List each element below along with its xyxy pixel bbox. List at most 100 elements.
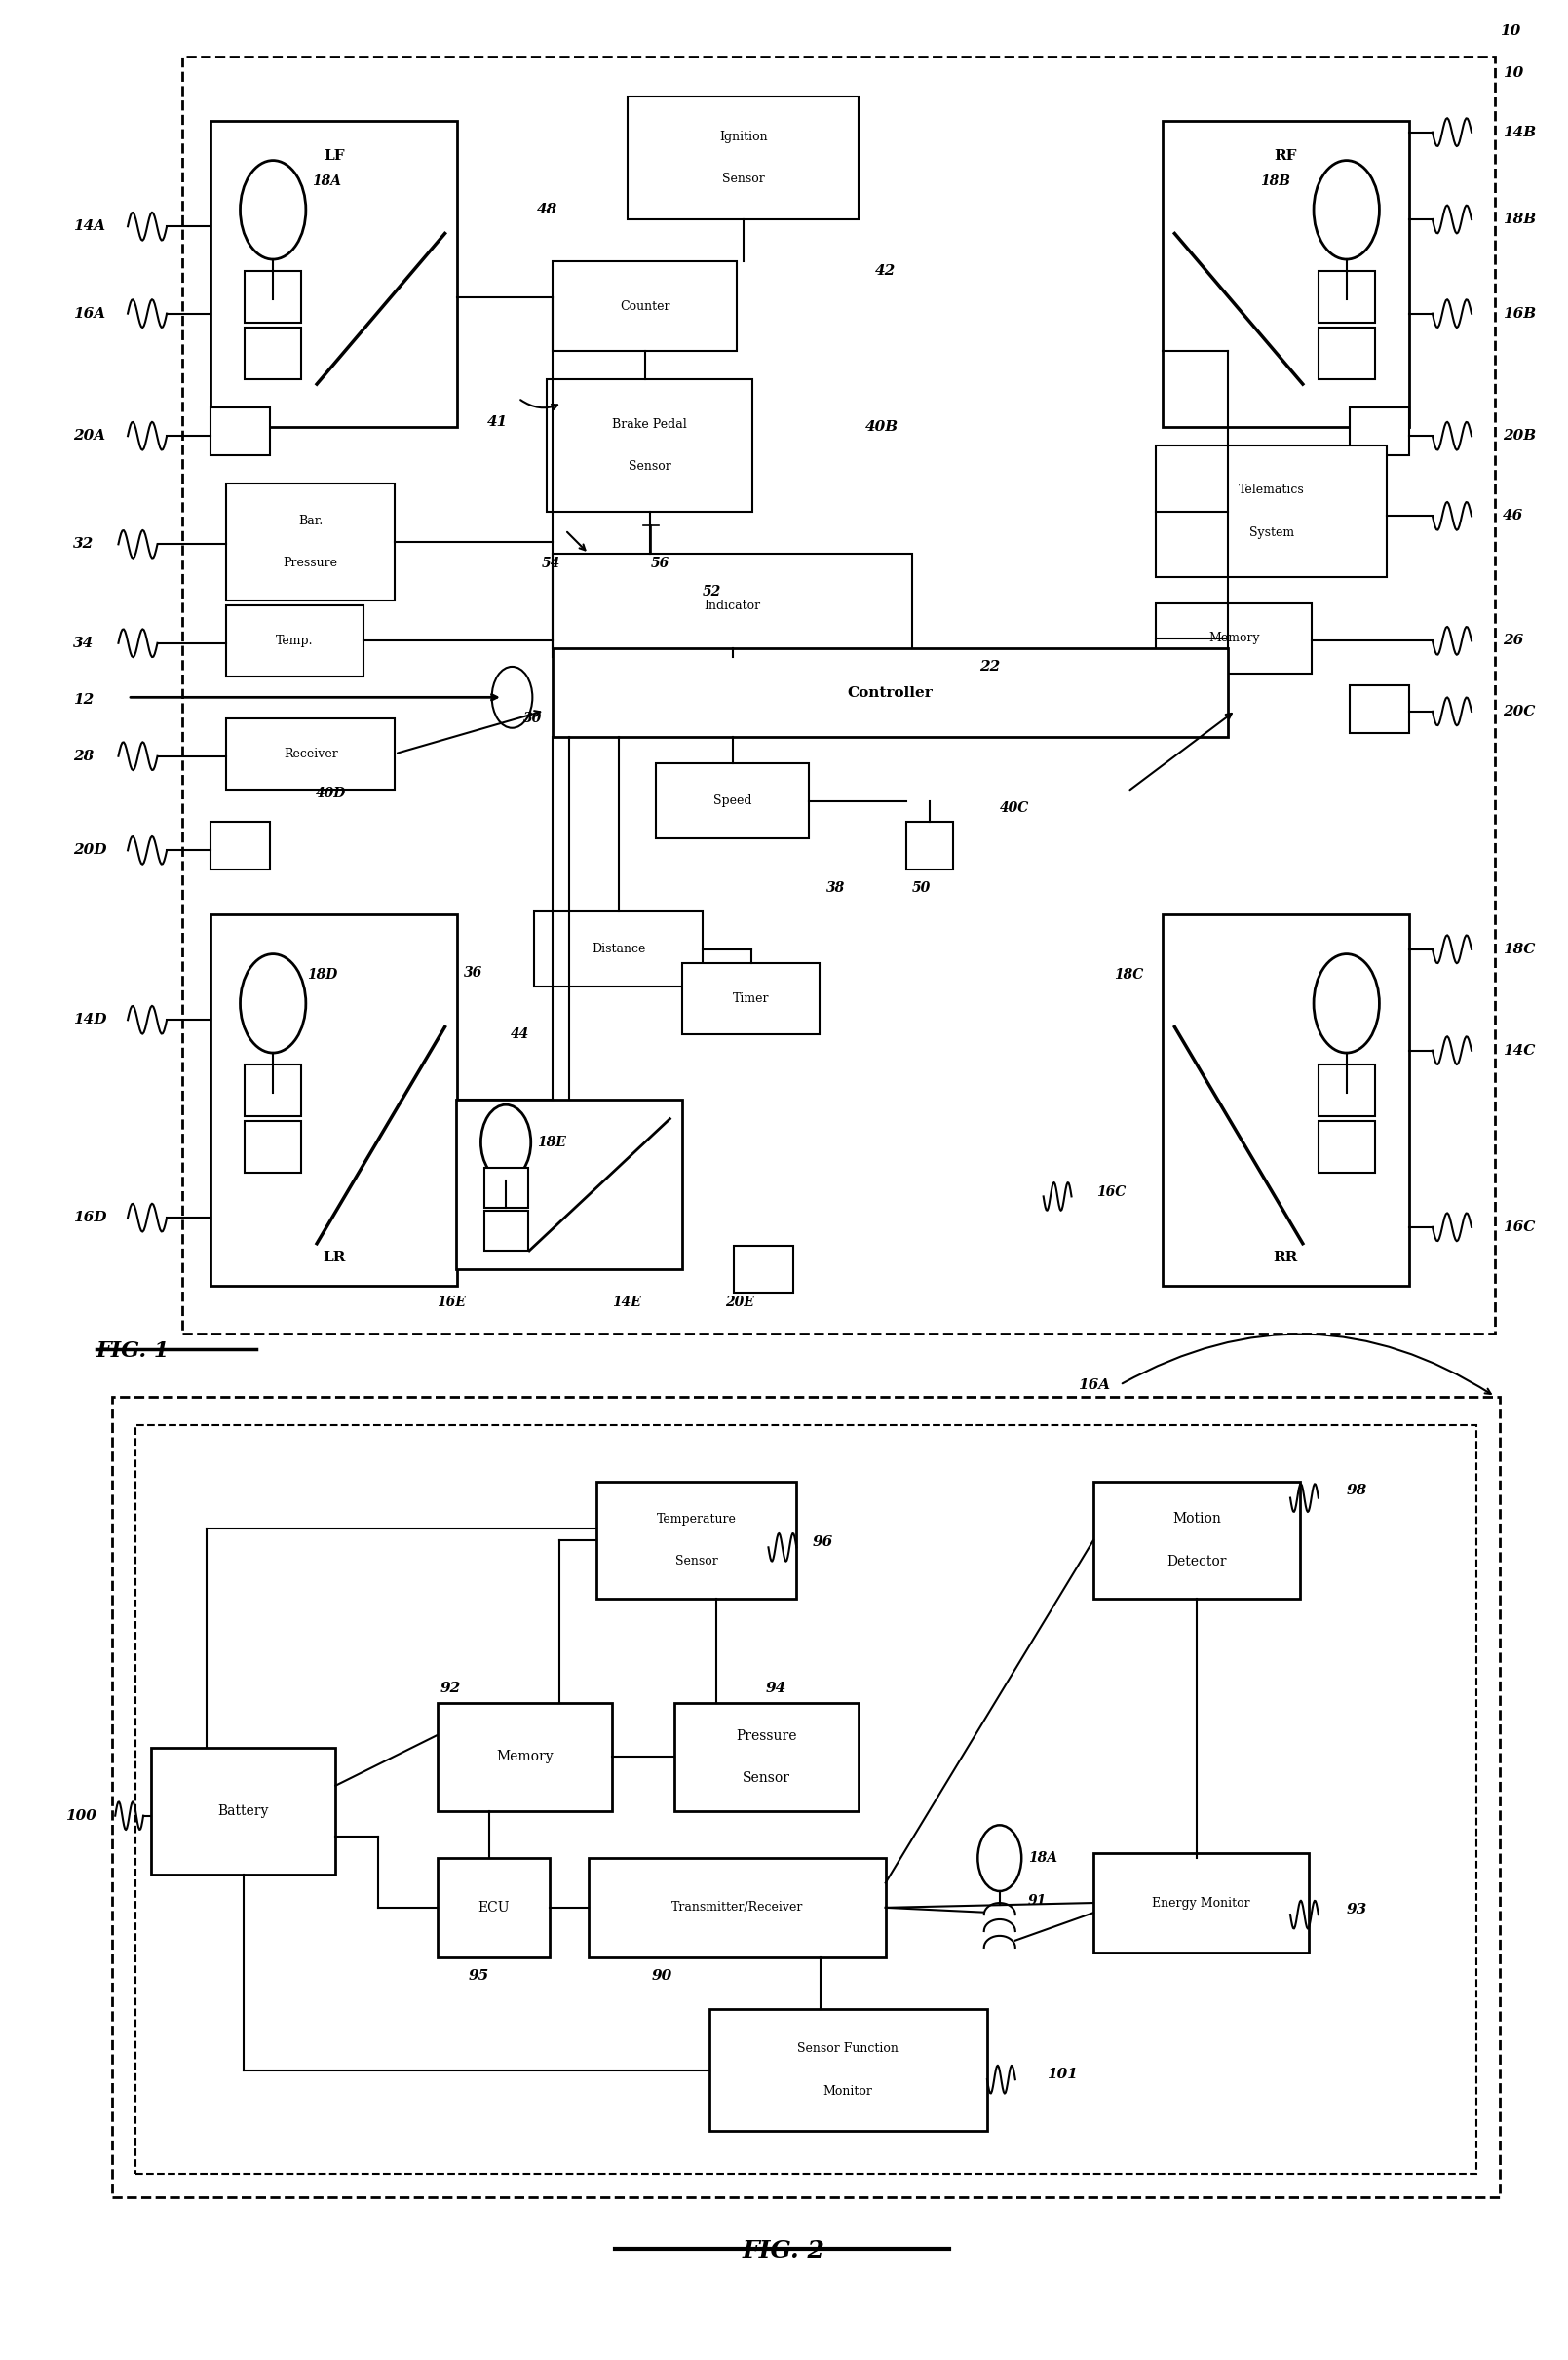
Text: 14A: 14A	[74, 219, 105, 234]
Bar	[554, 649, 1228, 736]
Bar	[554, 262, 737, 352]
Bar	[485, 1168, 528, 1208]
Text: 16E: 16E	[437, 1296, 466, 1310]
Bar	[437, 1702, 612, 1810]
Bar	[151, 1746, 336, 1874]
Text: Sensor: Sensor	[721, 172, 765, 186]
Text: Pressure: Pressure	[284, 557, 337, 569]
Text: 46: 46	[1502, 510, 1524, 524]
Text: Pressure: Pressure	[737, 1730, 797, 1742]
Bar	[1319, 1064, 1375, 1116]
Bar	[245, 328, 301, 380]
Bar	[226, 484, 395, 602]
Text: 18A: 18A	[1027, 1850, 1057, 1864]
Text: ECU: ECU	[478, 1900, 510, 1914]
Bar	[226, 607, 364, 675]
Text: Sensor: Sensor	[743, 1772, 790, 1784]
Bar	[1350, 684, 1410, 732]
Text: 20A: 20A	[74, 430, 105, 444]
Text: Motion: Motion	[1173, 1513, 1221, 1527]
Text: 16B: 16B	[1502, 307, 1537, 321]
Text: 20B: 20B	[1502, 430, 1537, 444]
Text: 12: 12	[74, 694, 94, 706]
Bar	[437, 1857, 550, 1956]
Text: 18B: 18B	[1502, 212, 1537, 227]
Text: 18D: 18D	[307, 968, 337, 982]
Bar	[1162, 120, 1410, 427]
Text: Monitor: Monitor	[823, 2084, 873, 2098]
Text: 40B: 40B	[866, 420, 898, 434]
Bar	[245, 1121, 301, 1173]
Text: 16C: 16C	[1096, 1185, 1126, 1199]
Text: 91: 91	[1027, 1893, 1046, 1907]
Bar	[682, 963, 820, 1034]
Text: 28: 28	[74, 750, 94, 762]
Text: LF: LF	[323, 149, 345, 163]
Text: 101: 101	[1046, 2067, 1077, 2082]
Bar	[226, 717, 395, 788]
Text: 94: 94	[765, 1683, 786, 1694]
Text: 18C: 18C	[1113, 968, 1143, 982]
Text: 16C: 16C	[1502, 1220, 1535, 1234]
Text: 40C: 40C	[1000, 800, 1029, 814]
Text: Memory: Memory	[1209, 632, 1259, 644]
Text: 44: 44	[511, 1027, 530, 1041]
Text: RR: RR	[1273, 1251, 1298, 1265]
Text: 16A: 16A	[74, 307, 105, 321]
Bar	[596, 1482, 797, 1600]
Text: 10: 10	[1501, 24, 1521, 38]
Text: Controller: Controller	[847, 687, 933, 699]
Text: 95: 95	[469, 1968, 489, 1982]
Text: 100: 100	[66, 1808, 96, 1822]
Bar	[1319, 1121, 1375, 1173]
Text: 10: 10	[1502, 66, 1524, 80]
Bar	[554, 555, 913, 658]
Text: 30: 30	[524, 713, 543, 725]
Text: Battery: Battery	[218, 1803, 268, 1817]
Text: 50: 50	[913, 880, 931, 894]
Text: 42: 42	[875, 264, 895, 278]
Text: Indicator: Indicator	[704, 599, 760, 611]
Bar	[245, 271, 301, 323]
Text: Temperature: Temperature	[657, 1513, 737, 1525]
Text: Bar.: Bar.	[298, 514, 323, 526]
Text: Counter: Counter	[619, 300, 670, 314]
Bar	[210, 408, 270, 455]
Bar	[456, 1100, 682, 1270]
Text: 18B: 18B	[1261, 175, 1290, 189]
Text: 18A: 18A	[312, 175, 342, 189]
Text: Speed: Speed	[713, 795, 751, 807]
Bar	[1350, 408, 1410, 455]
Text: 40D: 40D	[315, 786, 345, 800]
Text: FIG. 2: FIG. 2	[743, 2240, 825, 2263]
Text: 41: 41	[488, 415, 508, 430]
Bar	[655, 762, 809, 838]
Text: 98: 98	[1347, 1484, 1367, 1499]
Text: 16D: 16D	[74, 1211, 107, 1225]
Bar	[1156, 446, 1388, 578]
Bar	[588, 1857, 886, 1956]
Text: Energy Monitor: Energy Monitor	[1152, 1897, 1250, 1909]
Text: RF: RF	[1275, 149, 1297, 163]
Text: FIG. 1: FIG. 1	[97, 1340, 169, 1362]
Text: Timer: Timer	[732, 991, 770, 1005]
Text: 16A: 16A	[1077, 1378, 1110, 1392]
Text: 26: 26	[1502, 635, 1524, 647]
Text: 36: 36	[464, 965, 483, 979]
Text: 34: 34	[74, 637, 94, 649]
Text: Ignition: Ignition	[720, 130, 768, 144]
Text: 96: 96	[812, 1536, 833, 1551]
Text: 54: 54	[543, 557, 560, 569]
Text: 38: 38	[826, 880, 845, 894]
Bar	[485, 1211, 528, 1251]
Bar	[135, 1425, 1475, 2174]
Bar	[674, 1702, 859, 1810]
Text: Transmitter/Receiver: Transmitter/Receiver	[671, 1902, 803, 1914]
Text: 90: 90	[651, 1968, 673, 1982]
Bar	[1093, 1482, 1300, 1600]
Text: System: System	[1250, 526, 1294, 538]
Text: 20E: 20E	[724, 1296, 754, 1310]
Text: 20C: 20C	[1502, 706, 1535, 717]
Text: 56: 56	[651, 557, 670, 569]
Bar	[734, 1246, 793, 1293]
